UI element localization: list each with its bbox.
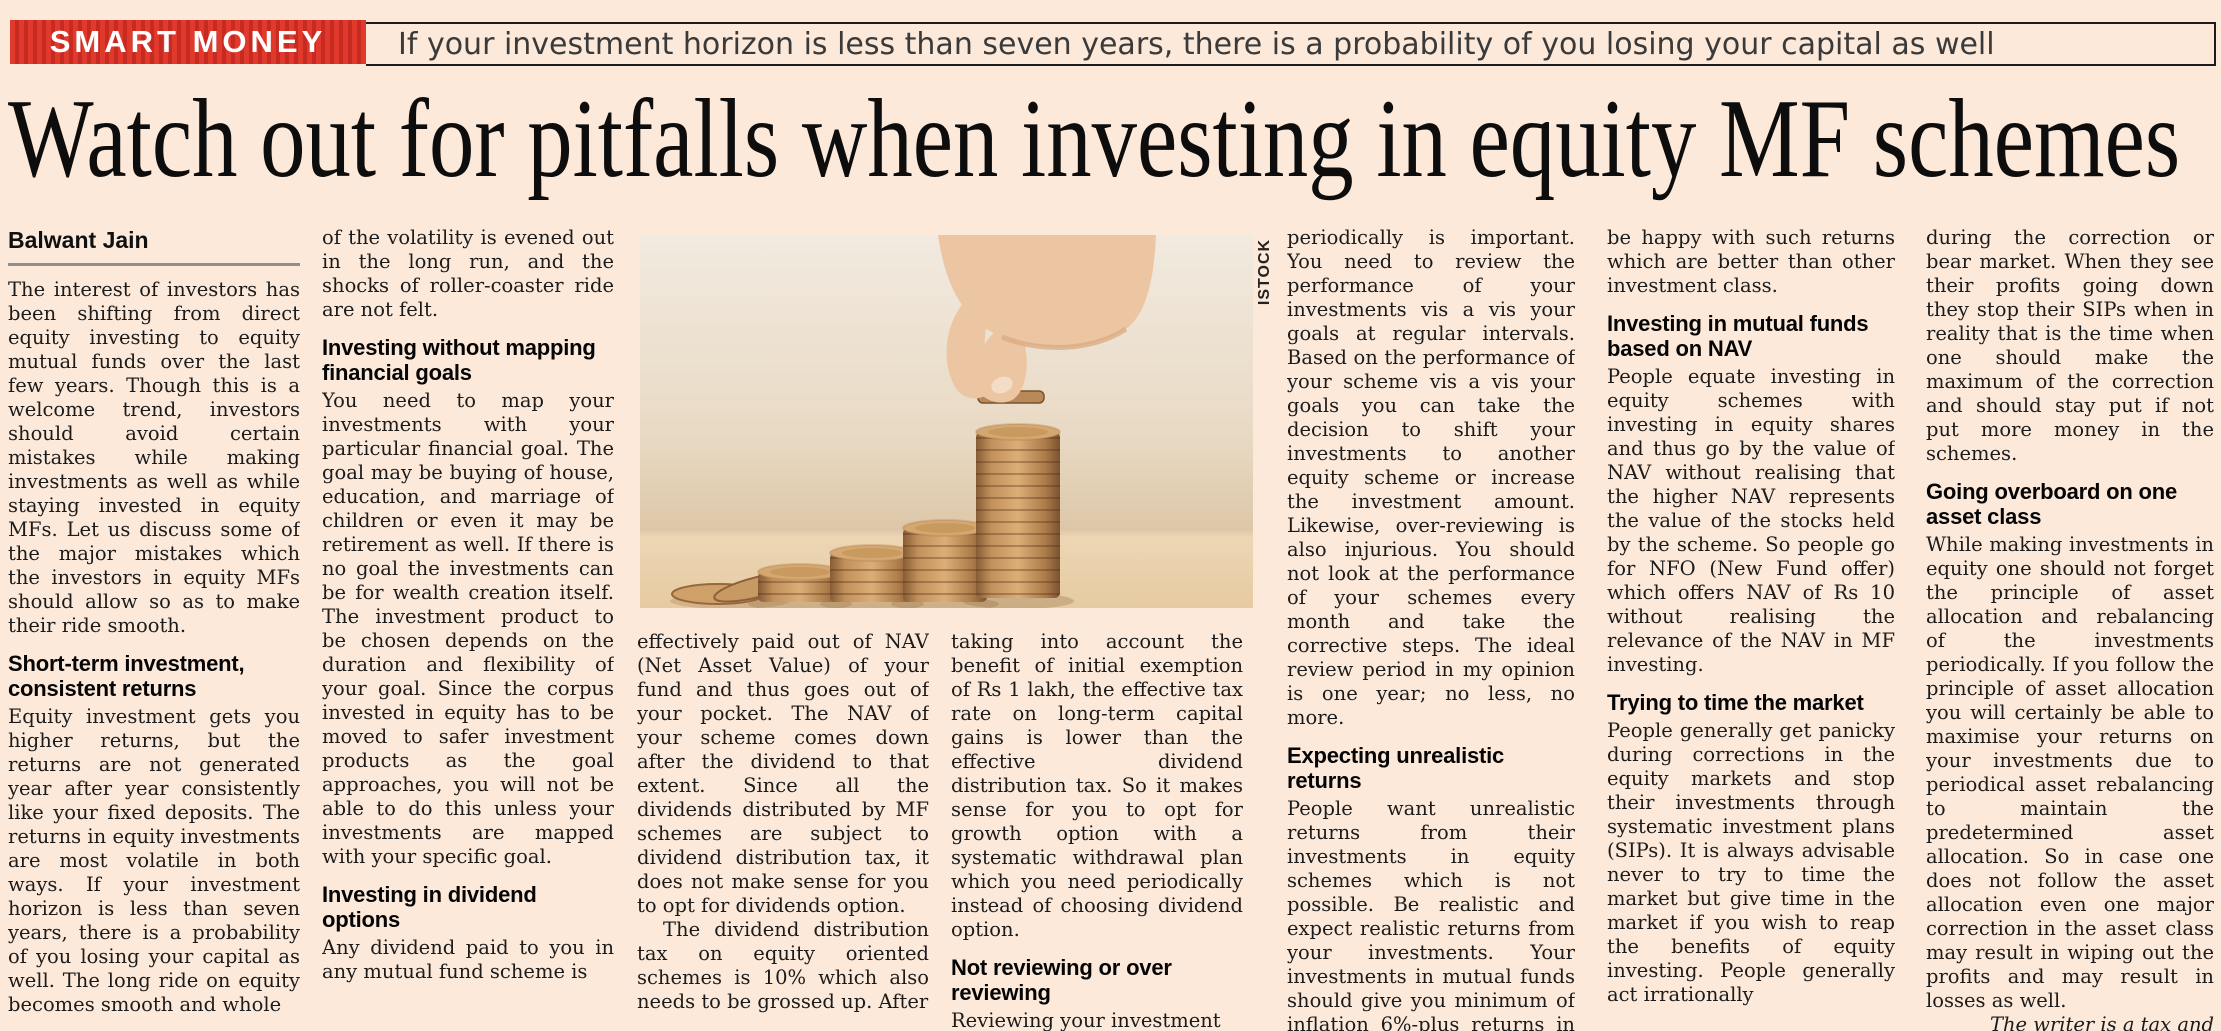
section-heading: Not reviewing or over reviewing <box>951 955 1172 1005</box>
body-paragraph: be happy with such returns which are bet… <box>1607 226 1895 297</box>
article-column-3: effectively paid out of NAV (Net Asset V… <box>637 630 929 1031</box>
body-paragraph: effectively paid out of NAV (Net Asset V… <box>637 630 929 917</box>
section-heading: Investing in dividend options <box>322 882 537 932</box>
article-column-5: periodically is important. You need to r… <box>1287 226 1575 1031</box>
coin-stacks-illustration <box>640 235 1253 608</box>
section-heading: Trying to time the market <box>1607 690 1864 715</box>
article-headline: Watch out for pitfalls when investing in… <box>8 77 2181 201</box>
photo-credit: ISTOCK <box>1256 238 1273 306</box>
body-paragraph: Equity investment gets you higher return… <box>8 705 300 1016</box>
body-paragraph: You need to map your investments with yo… <box>322 389 614 868</box>
section-heading: Short-term investment, consistent return… <box>8 651 245 701</box>
badge-label: SMART MONEY <box>49 24 327 59</box>
body-paragraph: Any dividend paid to you in any mutual f… <box>322 936 614 983</box>
body-paragraph: taking into account the benefit of initi… <box>951 630 1243 941</box>
body-paragraph: People generally get panicky during corr… <box>1607 719 1895 1006</box>
article-column-2: of the volatility is evened out in the l… <box>322 226 614 1031</box>
section-heading: Going overboard on one asset class <box>1926 479 2178 529</box>
article-column-7: during the correction or bear market. Wh… <box>1926 226 2214 1031</box>
byline-rule <box>8 263 300 266</box>
body-paragraph: People equate investing in equity scheme… <box>1607 365 1895 676</box>
signoff: The writer is a tax and investment exper… <box>1989 1013 2214 1031</box>
body-paragraph: The interest of investors has been shift… <box>8 278 300 637</box>
body-paragraph: of the volatility is evened out in the l… <box>322 226 614 321</box>
section-heading: Investing without mapping financial goal… <box>322 335 596 385</box>
body-paragraph: during the correction or bear market. Wh… <box>1926 226 2214 465</box>
body-paragraph: While making investments in equity one s… <box>1926 533 2214 1012</box>
section-heading: Investing in mutual funds based on NAV <box>1607 311 1869 361</box>
body-paragraph: People want unrealistic returns from the… <box>1287 797 1575 1031</box>
byline: Balwant Jain <box>8 227 149 253</box>
article-column-6: be happy with such returns which are bet… <box>1607 226 1895 1031</box>
body-paragraph: Reviewing your investment <box>951 1009 1221 1031</box>
tagline-strip: If your investment horizon is less than … <box>366 22 2216 66</box>
body-paragraph: periodically is important. You need to r… <box>1287 226 1575 729</box>
section-heading: Expecting unrealistic returns <box>1287 743 1505 793</box>
article-column-4: taking into account the benefit of initi… <box>951 630 1243 1031</box>
article-photo-coin-stacks <box>640 235 1253 608</box>
smart-money-badge: SMART MONEY <box>10 20 366 64</box>
body-paragraph: The dividend distribution tax on equity … <box>637 918 929 1013</box>
tagline-text: If your investment horizon is less than … <box>398 26 1995 62</box>
article-column-1: Balwant Jain The interest of investors ha… <box>8 226 300 1031</box>
